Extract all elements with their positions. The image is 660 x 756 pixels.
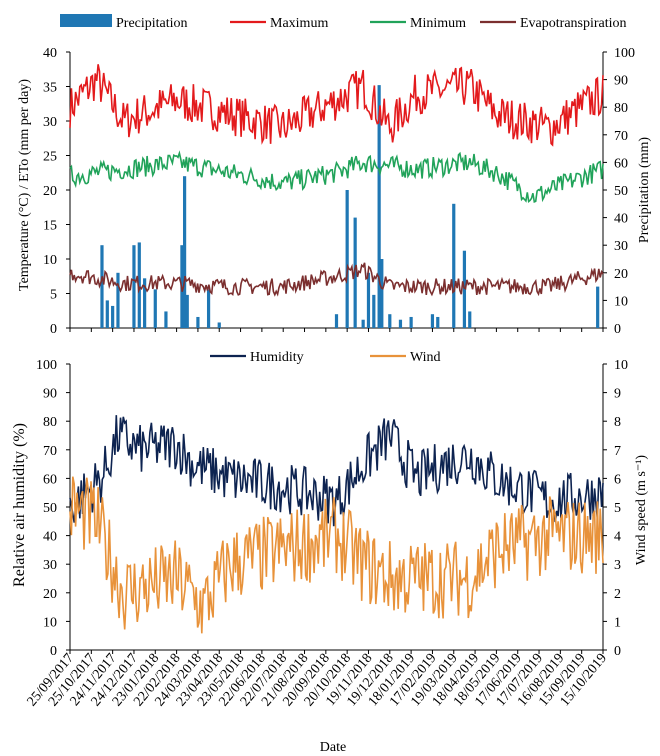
y2-tick-label: 80 xyxy=(614,101,628,116)
y2-tick-label: 3 xyxy=(614,558,621,573)
precipitation-bar xyxy=(137,242,141,328)
y2-tick-label: 50 xyxy=(614,184,628,199)
precipitation-bar xyxy=(452,203,456,328)
y2-tick-label: 90 xyxy=(614,74,628,89)
y2-tick-label: 4 xyxy=(614,530,621,545)
precipitation-bar xyxy=(132,245,136,328)
y2-tick-label: 30 xyxy=(614,239,628,254)
precipitation-bar xyxy=(185,294,189,328)
y2-tick-label: 60 xyxy=(614,156,628,171)
y2-tick-label: 8 xyxy=(614,415,621,430)
y-tick-label: 20 xyxy=(43,587,57,602)
precipitation-bar xyxy=(380,259,384,328)
y2-tick-label: 10 xyxy=(614,294,628,309)
precipitation-bar xyxy=(366,272,371,328)
precipitation-bar xyxy=(436,316,440,328)
precipitation-bar xyxy=(153,289,157,328)
bottom-y2-axis-label: Wind speed (m s⁻¹) xyxy=(634,455,649,566)
y-tick-label: 100 xyxy=(36,358,57,373)
y2-tick-label: 7 xyxy=(614,444,621,459)
y-tick-label: 25 xyxy=(43,150,57,165)
precipitation-bar xyxy=(388,314,392,328)
precipitation-bar xyxy=(206,289,211,328)
precipitation-bar xyxy=(353,217,357,328)
precipitation-bar xyxy=(196,316,200,328)
maximum-line xyxy=(69,64,604,147)
precipitation-bar xyxy=(409,316,413,328)
precipitation-legend-label: Precipitation xyxy=(116,16,188,31)
y2-tick-label: 9 xyxy=(614,387,621,402)
top-y2-axis-label: Precipitation (mm) xyxy=(637,137,652,243)
date-axis: 25/09/201725/10/201724/11/201724/12/2017… xyxy=(25,651,610,710)
y-tick-label: 90 xyxy=(43,387,57,402)
precipitation-bar xyxy=(377,85,381,329)
precipitation-bar xyxy=(111,305,115,328)
precipitation-bar xyxy=(116,272,120,328)
y2-tick-label: 0 xyxy=(614,322,621,337)
y2-tick-label: 6 xyxy=(614,472,621,487)
evapotranspiration-legend-label: Evapotranspiration xyxy=(520,16,627,31)
y-tick-label: 35 xyxy=(43,81,57,96)
x-axis-label: Date xyxy=(320,740,346,755)
y-tick-label: 10 xyxy=(43,615,57,630)
precipitation-bar xyxy=(182,176,187,328)
precipitation-bar xyxy=(217,322,221,328)
precipitation-bar xyxy=(334,314,339,328)
y-tick-label: 40 xyxy=(43,46,57,61)
precipitation-bar xyxy=(372,294,376,328)
y-tick-label: 0 xyxy=(50,644,57,659)
y-tick-label: 30 xyxy=(43,558,57,573)
y-tick-label: 70 xyxy=(43,444,57,459)
bottom-y-axis-label: Relative air humidity (%) xyxy=(11,423,28,587)
maximum-legend-label: Maximum xyxy=(270,16,328,31)
precipitation-bar xyxy=(164,311,168,328)
y2-tick-label: 2 xyxy=(614,587,621,602)
precipitation-bar xyxy=(105,300,109,328)
precipitation-legend-swatch xyxy=(60,14,112,27)
wind-legend-label: Wind xyxy=(410,350,441,365)
y-tick-label: 15 xyxy=(43,219,57,234)
precipitation-bar xyxy=(468,311,472,328)
y-tick-label: 20 xyxy=(43,184,57,199)
y-tick-label: 50 xyxy=(43,501,57,516)
precipitation-bar xyxy=(143,278,147,328)
humidity-wind-chart: 0 10 20 30 40 50 60 70 80 90 100 0 1 2 3 4 5 6 7 8 9 10 Humidi… xyxy=(36,350,628,659)
y-tick-label: 0 xyxy=(50,322,57,337)
y2-tick-label: 5 xyxy=(614,501,621,516)
precipitation-bar xyxy=(462,250,467,328)
y2-tick-label: 1 xyxy=(614,615,621,630)
precipitation-bar xyxy=(361,319,365,328)
humidity-line xyxy=(69,415,604,527)
y2-tick-label: 40 xyxy=(614,212,628,227)
precipitation-bar xyxy=(596,286,600,328)
minimum-line xyxy=(69,150,604,204)
y2-tick-label: 10 xyxy=(614,358,628,373)
top-y-axis-label: Temperature (°C) / ETo (mm per day) xyxy=(17,79,32,291)
y-tick-label: 80 xyxy=(43,415,57,430)
humidity-legend-label: Humidity xyxy=(250,350,304,365)
wind-line xyxy=(69,476,604,634)
y-tick-label: 60 xyxy=(43,472,57,487)
y-tick-label: 30 xyxy=(43,115,57,130)
minimum-legend-label: Minimum xyxy=(410,16,466,31)
y2-tick-label: 70 xyxy=(614,129,628,144)
y-tick-label: 10 xyxy=(43,253,57,268)
precipitation-bar xyxy=(345,190,349,328)
y-tick-label: 5 xyxy=(50,288,57,303)
temperature-precipitation-chart: 0 5 10 15 20 25 30 35 40 0 10 20 30 40 50 60 70 80 90 100 Pr… xyxy=(43,14,635,337)
y2-tick-label: 20 xyxy=(614,267,628,282)
y2-tick-label: 0 xyxy=(614,644,621,659)
precipitation-bar xyxy=(398,319,403,328)
precipitation-bar xyxy=(430,314,435,328)
evapotranspiration-line xyxy=(69,262,604,297)
precipitation-bar xyxy=(100,245,104,328)
y-tick-label: 40 xyxy=(43,530,57,545)
y2-tick-label: 100 xyxy=(614,46,635,61)
